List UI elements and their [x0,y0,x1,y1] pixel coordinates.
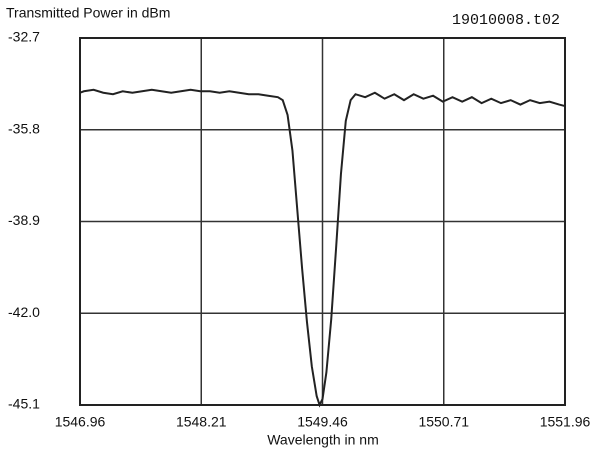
x-tick-label: 1550.71 [418,414,469,430]
y-tick-label: -38.9 [8,212,40,228]
x-tick-label: 1546.96 [55,414,106,430]
x-tick-label: 1549.46 [297,414,348,430]
y-tick-label: -45.1 [8,396,40,412]
x-tick-label: 1548.21 [176,414,227,430]
y-tick-label: -32.7 [8,29,40,45]
chart-title: Transmitted Power in dBm [6,5,170,21]
plot-frame [79,37,566,406]
y-tick-label: -35.8 [8,120,40,136]
spectrum-line [79,88,566,408]
x-axis-label: Wavelength in nm [267,432,379,448]
file-name: 19010008.t02 [452,12,560,29]
y-tick-label: -42.0 [8,304,40,320]
x-tick-label: 1551.96 [540,414,591,430]
